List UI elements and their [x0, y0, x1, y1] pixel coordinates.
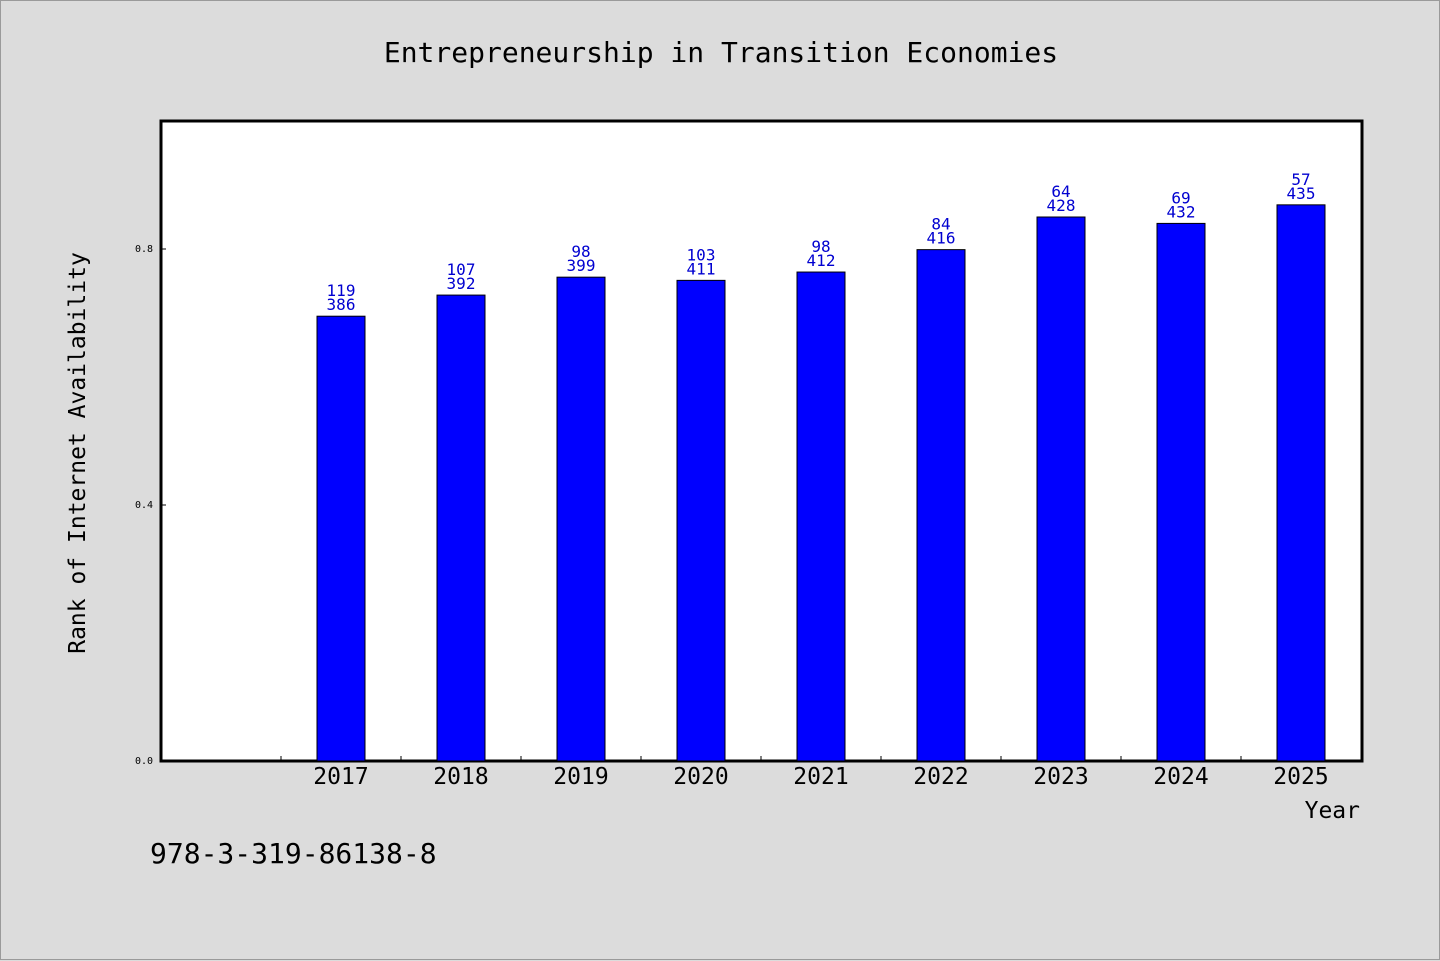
y-axis-label: Rank of Internet Availability [65, 252, 91, 654]
x-tick-label: 2023 [1033, 764, 1088, 790]
bar-label-bottom: 432 [1167, 202, 1196, 221]
x-tick-label: 2024 [1153, 764, 1208, 790]
x-tick-label: 2022 [913, 764, 968, 790]
bar-label-bottom: 435 [1287, 184, 1316, 203]
bar-label-bottom: 428 [1047, 196, 1076, 215]
bar-label-bottom: 412 [807, 251, 836, 270]
x-tick-label: 2020 [673, 764, 728, 790]
bar-label-top: 64 [1051, 182, 1070, 201]
bar [316, 315, 366, 762]
bar-label-bottom: 392 [447, 274, 476, 293]
x-axis-ticks: 2017 2018 2019 2020 2021 2022 2023 2024 2025 [280, 756, 1362, 790]
y-tick-label: 0.8 [135, 244, 153, 255]
bar-label-bottom: 411 [687, 259, 716, 278]
x-tick-label: 2019 [553, 764, 608, 790]
bar [796, 271, 846, 762]
bar-label-bottom: 386 [327, 295, 356, 314]
bar-label-top: 103 [687, 245, 716, 264]
bar [436, 294, 486, 762]
bar-label-bottom: 416 [927, 229, 956, 248]
x-tick-label: 2025 [1273, 764, 1328, 790]
bar [1036, 216, 1086, 762]
bar-label-top: 98 [811, 237, 830, 256]
bar-label-top: 98 [571, 242, 590, 261]
x-axis-label: Year [1305, 798, 1360, 824]
bar-label-top: 57 [1291, 170, 1310, 189]
y-axis-ticks: 0.0 0.4 0.8 [135, 244, 166, 767]
bar [676, 279, 726, 762]
bar [916, 249, 966, 762]
x-tick-label: 2021 [793, 764, 848, 790]
chart-title: Entrepreneurship in Transition Economies [384, 36, 1058, 69]
bar-label-top: 84 [931, 215, 950, 234]
bar [556, 276, 606, 762]
bar-label-top: 119 [327, 281, 356, 300]
bar [1156, 222, 1206, 762]
isbn-footer: 978-3-319-86138-8 [150, 837, 437, 870]
x-tick-label: 2017 [313, 764, 368, 790]
bar-label-top: 107 [447, 260, 476, 279]
y-tick-label: 0.4 [135, 500, 153, 511]
bar-label-top: 69 [1171, 188, 1190, 207]
y-tick-label: 0.0 [135, 756, 153, 767]
bar-label-bottom: 399 [567, 256, 596, 275]
x-tick-label: 2018 [433, 764, 488, 790]
bar [1276, 204, 1326, 762]
